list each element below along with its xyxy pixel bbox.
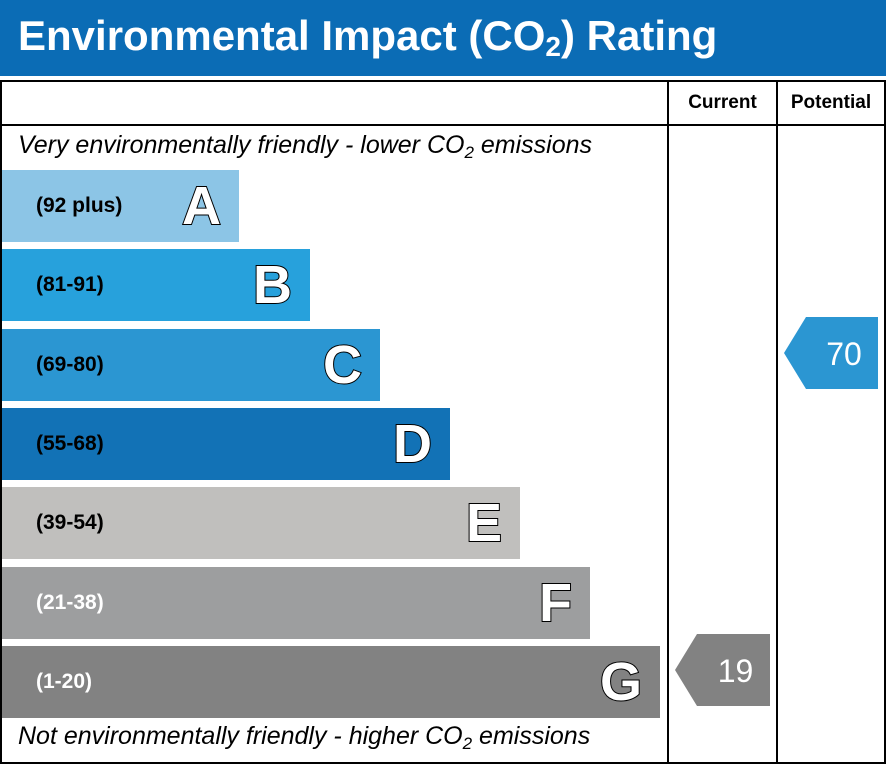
title-bar: Environmental Impact (CO2) Rating	[0, 0, 886, 76]
band-letter: C	[322, 334, 363, 396]
band-letter: F	[538, 572, 573, 634]
band-letter: A	[181, 175, 222, 237]
caption-top-before: Very environmentally friendly - lower CO	[18, 131, 465, 159]
chart-title: Environmental Impact (CO2) Rating	[18, 10, 717, 62]
title-end: ) Rating	[561, 12, 718, 59]
caption-top-after: emissions	[473, 131, 593, 159]
band-f: (21-38) F	[2, 567, 590, 639]
band-range-label: (69-80)	[36, 353, 104, 376]
marker-current-value: 19	[718, 653, 754, 689]
band-range-label: (81-91)	[36, 273, 104, 296]
band-c: (69-80) C	[2, 329, 380, 401]
divider-potential	[776, 80, 778, 762]
chart-frame	[0, 80, 886, 764]
caption-bottom-sub: 2	[462, 734, 473, 753]
marker-potential-arrow	[784, 317, 878, 389]
marker-potential: 70	[784, 317, 878, 389]
band-letter: E	[465, 492, 503, 554]
caption-bottom: Not environmentally friendly - higher CO…	[18, 722, 591, 753]
band-range-label: (1-20)	[36, 670, 93, 693]
band-range-label: (39-54)	[36, 511, 104, 534]
divider-current	[667, 80, 669, 762]
marker-potential-value: 70	[826, 336, 862, 372]
column-header-current: Current	[688, 92, 757, 113]
band-g: (1-20) G	[2, 646, 660, 718]
caption-bottom-before: Not environmentally friendly - higher CO	[18, 722, 463, 750]
band-letter: D	[392, 413, 433, 475]
caption-top-sub: 2	[464, 143, 474, 162]
column-header-potential: Potential	[790, 92, 872, 113]
band-b: (81-91) B	[2, 249, 310, 321]
marker-current: 19	[675, 634, 770, 706]
caption-bottom-after: emissions	[472, 722, 591, 750]
marker-current-arrow	[675, 634, 770, 706]
band-d: (55-68) D	[2, 408, 450, 480]
band-letter: B	[252, 254, 293, 316]
band-range-label: (92 plus)	[36, 194, 123, 217]
band-range-label: (21-38)	[36, 591, 104, 614]
band-e: (39-54) E	[2, 487, 520, 559]
caption-top: Very environmentally friendly - lower CO…	[18, 131, 593, 162]
header-divider	[0, 124, 886, 126]
title-main: Environmental Impact (CO	[18, 12, 546, 59]
band-range-label: (55-68)	[36, 432, 104, 455]
title-subscript: 2	[545, 31, 561, 62]
band-a: (92 plus) A	[2, 170, 239, 242]
band-letter: G	[599, 651, 643, 713]
